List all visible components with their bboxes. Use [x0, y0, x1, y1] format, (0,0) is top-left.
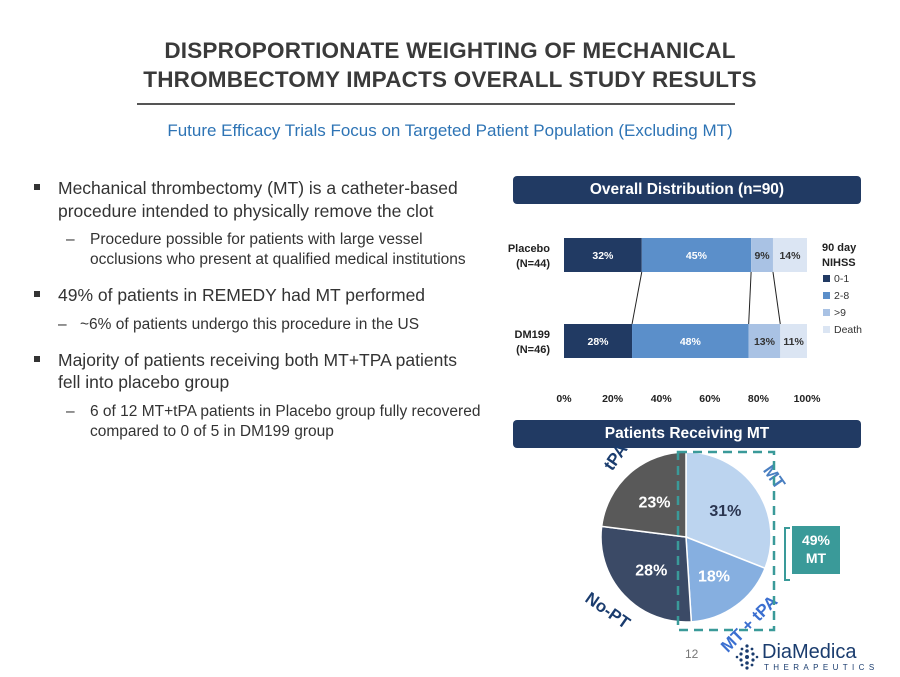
bar-value-label: 45%	[686, 250, 708, 262]
bar-value-label: 13%	[754, 336, 776, 348]
x-tick-label: 20%	[602, 393, 624, 405]
title-divider	[137, 103, 735, 105]
sub-bullet-text: 6 of 12 MT+tPA patients in Placebo group…	[90, 402, 481, 440]
pie-slice	[600, 451, 687, 538]
mt-callout-box	[792, 526, 840, 574]
bar-value-label: 48%	[680, 336, 702, 348]
bar-segment	[748, 324, 781, 358]
bar-value-label: 11%	[783, 336, 804, 348]
x-tick-label: 0%	[556, 393, 572, 405]
mt-callout-label: MT	[806, 550, 827, 566]
bullet-list: Mechanical thrombectomy (MT) is a cathet…	[34, 177, 484, 456]
bullet-text: Majority of patients receiving both MT+T…	[58, 349, 457, 393]
bar-value-label: 9%	[754, 250, 770, 262]
bar-value-label: 28%	[588, 336, 610, 348]
pie-value-label: 31%	[709, 503, 741, 520]
bullet-marker-icon	[34, 355, 40, 362]
bar-segment	[751, 238, 773, 272]
pie-value-label: 18%	[698, 569, 730, 586]
logo-name: DiaMedica	[762, 641, 857, 663]
x-tick-label: 40%	[651, 393, 673, 405]
bullet-item: Majority of patients receiving both MT+T…	[34, 349, 484, 394]
sub-bullet-marker: –	[58, 315, 67, 333]
legend-swatch	[823, 326, 830, 333]
legend-label: 2-8	[834, 290, 849, 302]
bar-segment	[632, 324, 749, 358]
series-connector-line	[748, 271, 752, 325]
slide-title: DISPROPORTIONATE WEIGHTING OF MECHANICAL…	[0, 36, 900, 94]
bullet-marker-icon	[34, 291, 40, 297]
bar-segment	[641, 238, 752, 272]
sub-bullet-item: – Procedure possible for patients with l…	[34, 230, 484, 270]
pie-category-label: tPA	[600, 440, 632, 474]
x-tick-label: 100%	[794, 393, 822, 405]
slide-title-line1: DISPROPORTIONATE WEIGHTING OF MECHANICAL	[164, 38, 736, 63]
slide-title-line2: THROMBECTOMY IMPACTS OVERALL STUDY RESUL…	[143, 67, 757, 92]
sub-bullet-marker: –	[66, 402, 75, 420]
series-connector-line	[631, 271, 643, 325]
company-logo: DiaMedica THERAPEUTICS	[734, 641, 874, 673]
logo-subtitle: THERAPEUTICS	[764, 663, 879, 672]
sub-bullet-item: – 6 of 12 MT+tPA patients in Placebo gro…	[34, 402, 484, 442]
mt-dashed-box	[676, 450, 776, 632]
logo-icon	[735, 644, 759, 670]
category-label: DM199	[515, 329, 550, 341]
legend-title: 90 day	[822, 242, 857, 254]
bar-value-label: 32%	[592, 250, 614, 262]
legend-swatch	[823, 292, 830, 299]
x-tick-label: 80%	[748, 393, 770, 405]
bullet-item: Mechanical thrombectomy (MT) is a cathet…	[34, 177, 484, 222]
sub-bullet-text: Procedure possible for patients with lar…	[90, 231, 466, 268]
bar-value-label: 14%	[779, 250, 801, 262]
sub-bullet-item: – ~6% of patients undergo this procedure…	[34, 315, 484, 335]
patients-mt-header: Patients Receiving MT	[513, 420, 861, 448]
bullet-item: 49% of patients in REMEDY had MT perform…	[34, 284, 484, 307]
pie-slice	[600, 525, 693, 623]
category-sublabel: (N=46)	[516, 344, 550, 356]
legend-swatch	[823, 309, 830, 316]
series-connector-line	[772, 271, 781, 325]
category-sublabel: (N=44)	[516, 258, 550, 270]
legend-label: 0-1	[834, 273, 849, 285]
bullet-marker-icon	[34, 184, 40, 190]
sub-bullet-marker: –	[66, 231, 75, 248]
mt-callout-value: 49%	[802, 532, 831, 548]
bar-segment	[564, 238, 642, 272]
pie-slice	[685, 535, 767, 623]
legend-label: Death	[834, 324, 862, 336]
slide-subtitle: Future Efficacy Trials Focus on Targeted…	[167, 121, 733, 140]
pie-value-label: 23%	[639, 494, 671, 511]
bar-segment	[780, 324, 807, 358]
bullet-text: 49% of patients in REMEDY had MT perform…	[58, 285, 426, 305]
legend-swatch	[823, 275, 830, 282]
overall-distribution-header: Overall Distribution (n=90)	[513, 176, 861, 204]
bar-segment	[564, 324, 633, 358]
pie-value-label: 28%	[635, 563, 667, 580]
legend-title: NIHSS	[822, 257, 856, 269]
bar-segment	[772, 238, 807, 272]
category-label: Placebo	[508, 243, 550, 255]
pie-slice	[685, 451, 772, 570]
page-number: 12	[685, 647, 699, 661]
bullet-text: Mechanical thrombectomy (MT) is a cathet…	[58, 178, 458, 221]
x-tick-label: 60%	[699, 393, 721, 405]
callout-bracket	[784, 527, 790, 581]
legend-label: >9	[834, 307, 846, 319]
sub-bullet-text: ~6% of patients undergo this procedure i…	[80, 315, 420, 333]
